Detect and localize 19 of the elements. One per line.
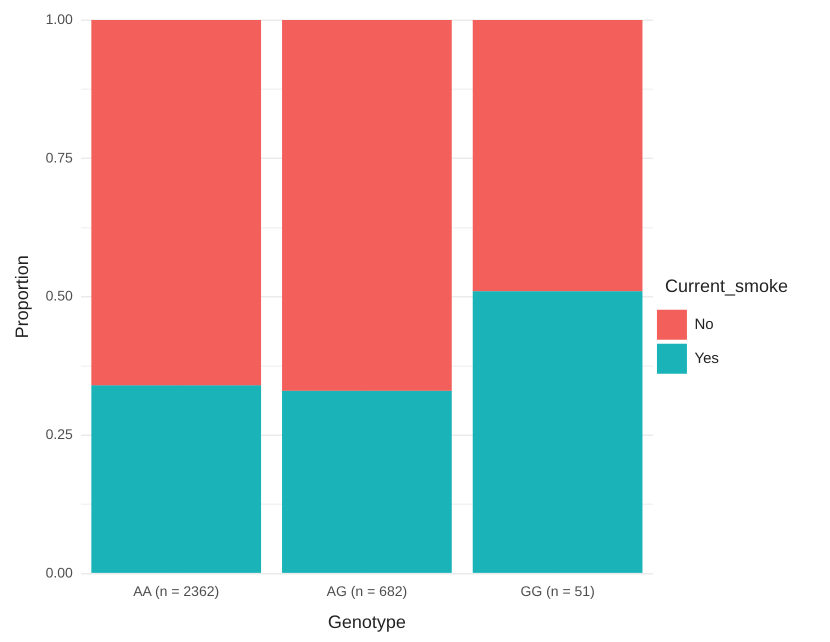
bar (472, 20, 642, 292)
legend-label: No (694, 316, 714, 333)
x-tick-label: GG (n = 51) (520, 582, 595, 599)
x-tick-label: AA (n = 2362) (133, 582, 220, 599)
bar (91, 20, 262, 386)
y-tick-label: 0.75 (46, 149, 74, 166)
y-tick-label: 1.00 (46, 10, 74, 27)
x-tick-label: AG (n = 682) (326, 582, 408, 599)
y-tick-label: 0.50 (46, 288, 74, 304)
bar (282, 390, 452, 573)
legend-title: Current_smoke (664, 276, 788, 296)
y-tick-label: 0.00 (46, 564, 74, 580)
x-axis-title: Genotype (328, 612, 406, 632)
legend-label: Yes (694, 350, 719, 367)
y-axis-title: Proportion (12, 255, 32, 338)
bar (282, 20, 452, 391)
bar (91, 385, 262, 573)
bar (472, 291, 642, 573)
y-tick-label: 0.25 (46, 426, 74, 442)
